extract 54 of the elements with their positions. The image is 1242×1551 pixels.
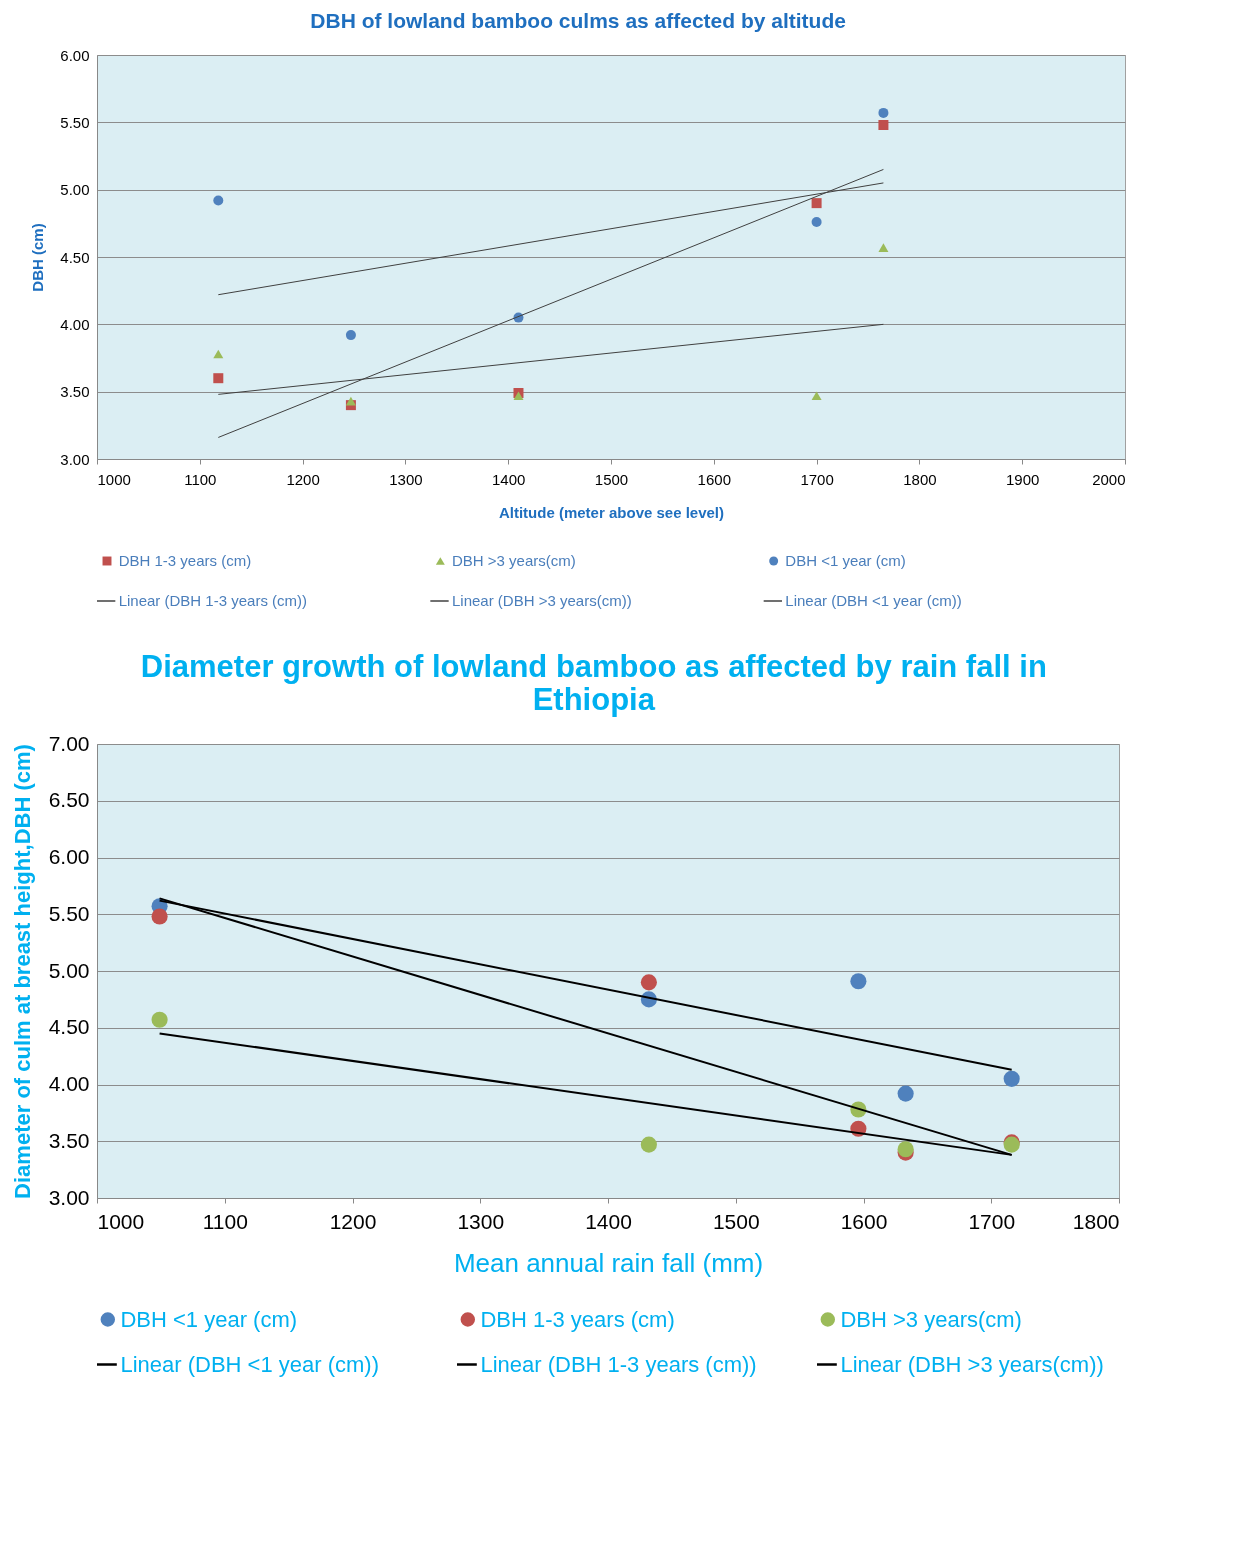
legend-label: Linear (DBH <1 year (cm)) — [785, 592, 962, 609]
y-tick-label: 4.00 — [60, 315, 90, 333]
y-axis-title: Diameter of culm at breast height,DBH (cm) — [9, 744, 35, 1199]
legend-label: DBH >3 years(cm) — [452, 552, 576, 569]
x-tick-label: 1300 — [457, 1209, 505, 1233]
y-tick-label: 4.00 — [48, 1072, 90, 1095]
chart-title: DBH of lowland bamboo culms as affected by altitude — [310, 8, 846, 32]
x-tick-label: 1700 — [800, 470, 834, 488]
y-tick-label: 3.50 — [60, 383, 90, 401]
x-tick-label: 1000 — [97, 1209, 145, 1233]
x-axis-title: Altitude (meter above see level) — [498, 503, 725, 521]
y-tick-label: 4.50 — [48, 1015, 90, 1039]
y-tick-label: 5.50 — [48, 901, 90, 925]
y-tick-label: 5.00 — [60, 181, 90, 199]
x-tick-label: 1200 — [329, 1209, 377, 1233]
x-tick-label: 1800 — [903, 470, 937, 488]
x-tick-label: 1500 — [712, 1209, 760, 1233]
y-tick-label: 5.50 — [60, 113, 90, 131]
y-tick-label: 6.00 — [48, 845, 90, 868]
chart-title: Diameter growth of lowland bamboo as affected by rain fall in Ethiopia — [140, 648, 1047, 717]
y-tick-label: 4.50 — [60, 248, 90, 266]
x-tick-label: 1800 — [1072, 1209, 1120, 1233]
x-tick-label: 1600 — [697, 470, 731, 488]
x-tick-label: 1000 — [97, 470, 131, 488]
x-tick-label: 1500 — [594, 470, 629, 488]
legend-label: Linear (DBH 1-3 years (cm)) — [480, 1351, 757, 1377]
legend-label: Linear (DBH 1-3 years (cm)) — [118, 592, 308, 609]
x-tick-label: 2000 — [1092, 470, 1126, 488]
legend-label: DBH 1-3 years (cm) — [118, 552, 252, 569]
y-axis-title: DBH (cm) — [29, 223, 47, 292]
x-tick-label: 1100 — [184, 470, 217, 488]
legend-label: DBH >3 years(cm) — [840, 1306, 1022, 1332]
x-tick-label: 1100 — [202, 1209, 248, 1233]
y-tick-label: 3.00 — [48, 1185, 90, 1209]
x-axis-title: Mean annual rain fall (mm) — [453, 1247, 764, 1278]
y-tick-label: 3.00 — [60, 450, 90, 468]
legend-label: Linear (DBH >3 years(cm)) — [840, 1351, 1104, 1377]
y-tick-label: 6.00 — [60, 46, 90, 64]
legend-label: Linear (DBH >3 years(cm)) — [452, 592, 632, 609]
x-tick-label: 1600 — [840, 1209, 888, 1233]
legend-label: Linear (DBH <1 year (cm)) — [120, 1351, 379, 1377]
y-tick-label: 3.50 — [48, 1128, 90, 1152]
x-tick-label: 1300 — [389, 470, 423, 488]
y-tick-label: 6.50 — [48, 788, 90, 812]
legend-label: DBH 1-3 years (cm) — [480, 1306, 675, 1332]
y-tick-label: 5.00 — [48, 958, 90, 982]
legend-label: DBH <1 year (cm) — [785, 552, 906, 569]
x-tick-label: 1900 — [1006, 470, 1040, 488]
x-tick-label: 1400 — [585, 1209, 632, 1233]
x-tick-label: 1200 — [286, 470, 320, 488]
legend-label: DBH <1 year (cm) — [120, 1306, 298, 1332]
x-tick-label: 1400 — [492, 470, 526, 488]
y-tick-label: 7.00 — [48, 731, 90, 755]
x-tick-label: 1700 — [968, 1209, 1016, 1233]
